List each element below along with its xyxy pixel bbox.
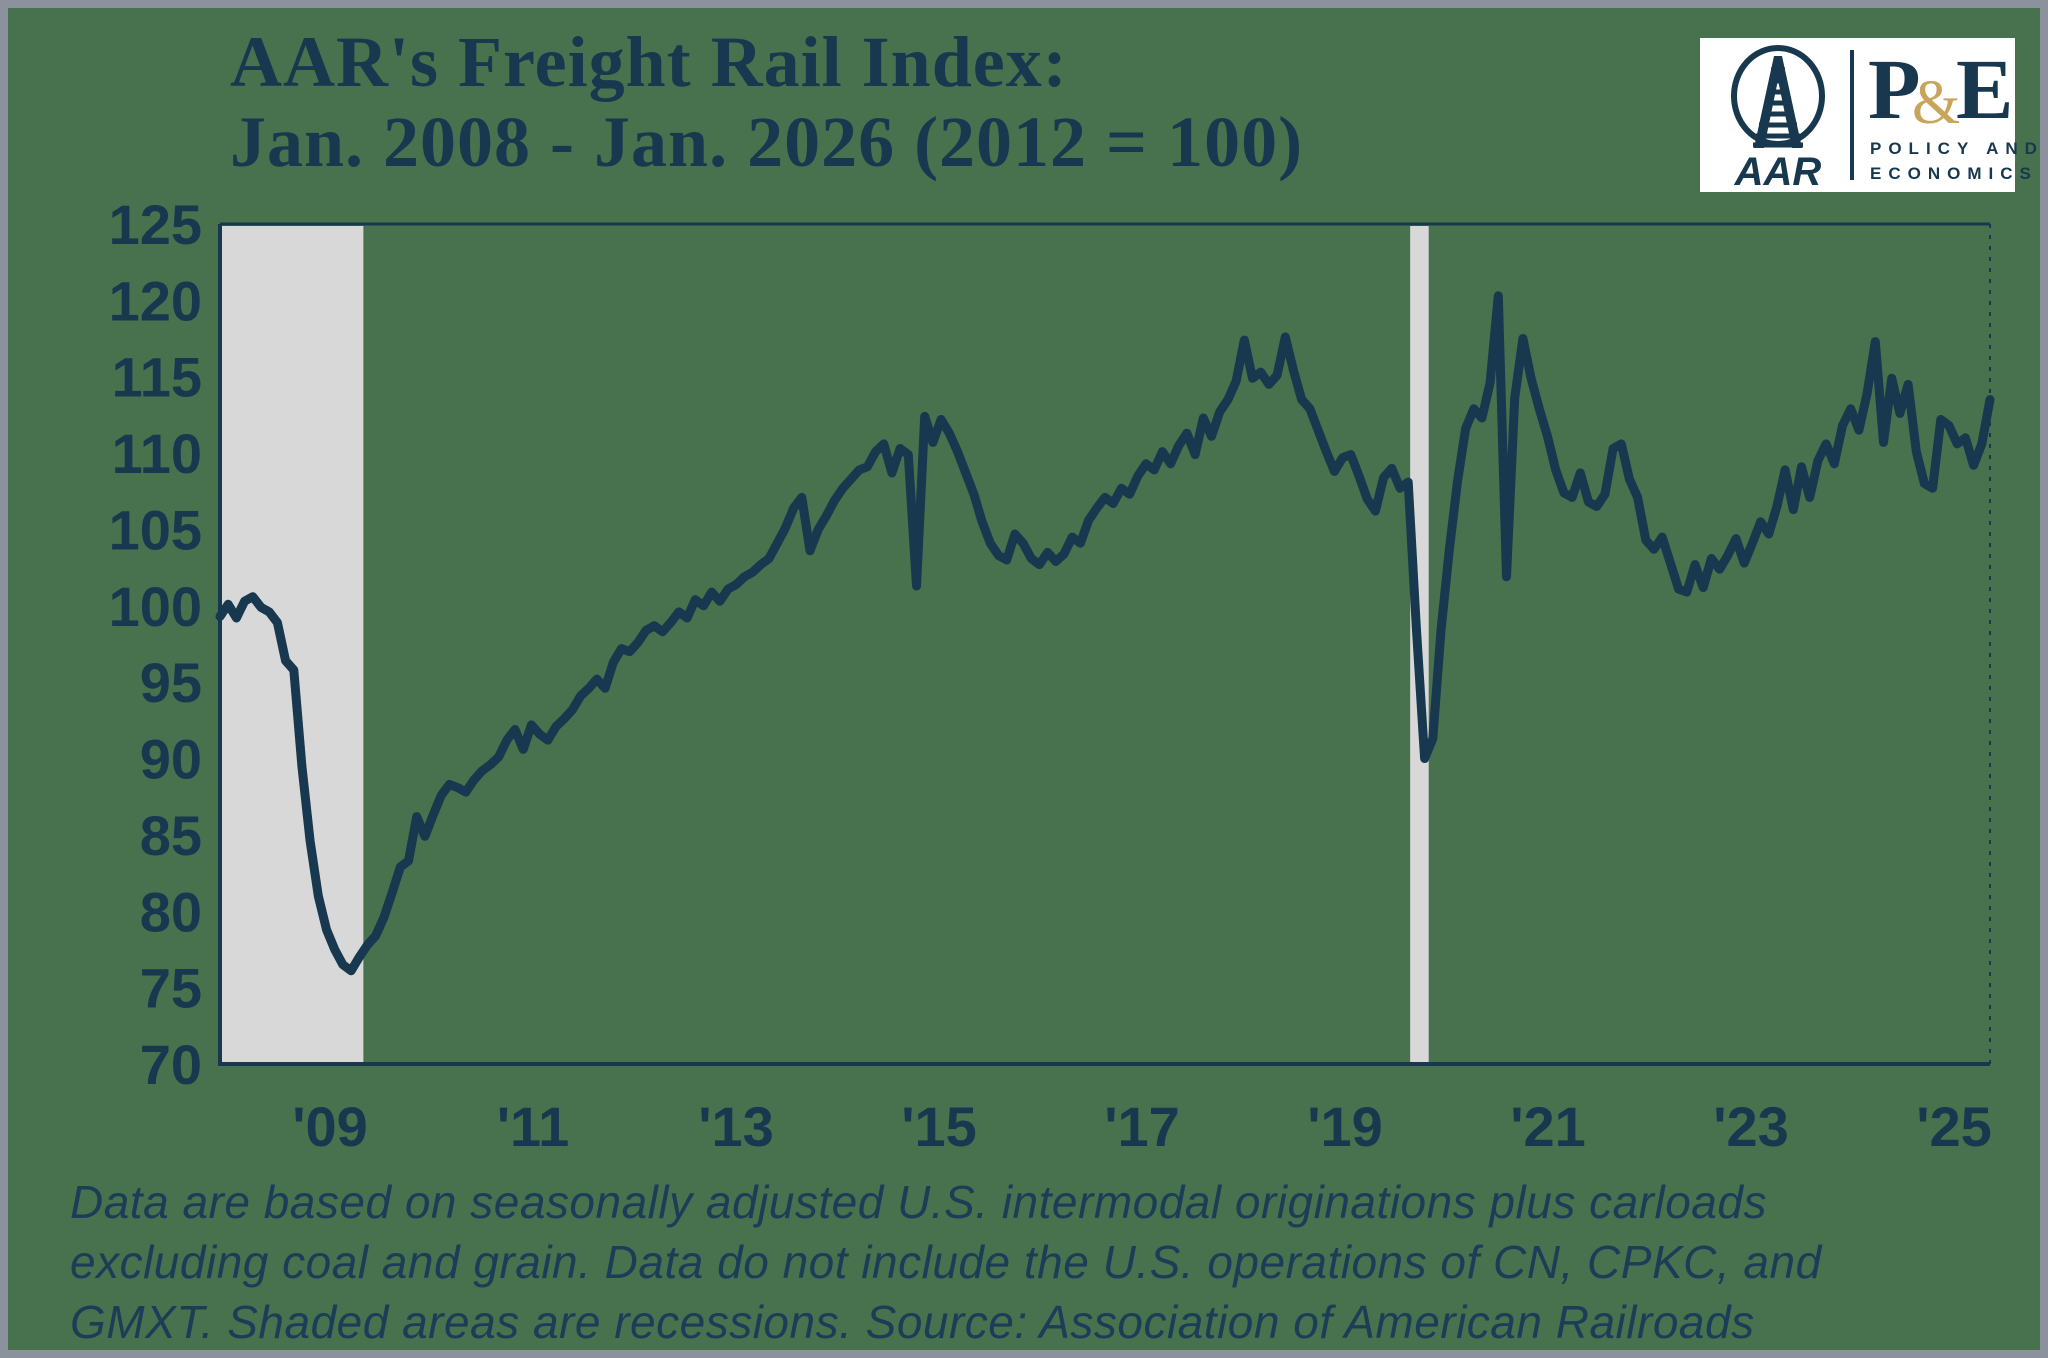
y-axis-tick-label: 100	[109, 575, 202, 638]
y-axis-tick-label: 80	[140, 880, 202, 943]
y-axis-tick-label: 90	[140, 728, 202, 791]
x-axis-tick-label: '25	[1916, 1095, 1992, 1158]
y-axis-tick-label: 95	[140, 651, 202, 714]
pe-monogram-ampersand: &	[1912, 69, 1961, 137]
freight-rail-index-series-line	[215, 291, 1995, 976]
x-axis-tick-label: '09	[292, 1095, 368, 1158]
footnote: Data are based on seasonally adjusted U.…	[70, 1172, 1990, 1352]
x-axis-tick-label: '15	[901, 1095, 977, 1158]
chart-title: AAR's Freight Rail Index: Jan. 2008 - Ja…	[230, 22, 1303, 182]
y-axis-tick-label: 85	[140, 804, 202, 867]
x-axis-tick-label: '11	[497, 1095, 570, 1158]
aar-wordmark: AAR	[1734, 150, 1822, 194]
recession-band	[222, 226, 364, 1062]
logo-divider	[1850, 50, 1854, 180]
chart-title-line2: Jan. 2008 - Jan. 2026 (2012 = 100)	[230, 102, 1304, 182]
x-axis-tick-label: '21	[1510, 1095, 1586, 1158]
pe-monogram-e: E	[1956, 41, 2014, 137]
aar-policy-economics-logo: AAR P & E POLICY AND ECONOMICS	[1700, 38, 2037, 194]
x-axis-tick-label: '19	[1307, 1095, 1383, 1158]
x-axis-tick-label: '13	[698, 1095, 774, 1158]
footnote-line3: GMXT. Shaded areas are recessions. Sourc…	[70, 1296, 1755, 1348]
pe-monogram: P & E	[1868, 41, 2014, 137]
x-axis-tick-label: '17	[1104, 1095, 1180, 1158]
y-axis-tick-label: 70	[140, 1033, 202, 1096]
chart-title-line1: AAR's Freight Rail Index:	[230, 22, 1068, 102]
footnote-line2: excluding coal and grain. Data do not in…	[70, 1236, 1822, 1288]
y-axis-tick-label: 120	[109, 269, 202, 332]
economics-label: ECONOMICS	[1870, 164, 2038, 183]
y-axis-tick-label: 115	[112, 346, 202, 409]
pe-monogram-p: P	[1868, 41, 1921, 137]
y-axis-tick-label: 125	[109, 193, 202, 256]
y-axis-tick-label: 110	[112, 422, 202, 485]
y-axis-tick-label: 75	[140, 957, 202, 1020]
x-axis-tick-label: '23	[1713, 1095, 1789, 1158]
policy-and-label: POLICY AND	[1870, 139, 2044, 158]
y-axis-tick-label: 105	[109, 498, 202, 561]
railroad-track-icon	[1731, 45, 1825, 148]
footnote-line1: Data are based on seasonally adjusted U.…	[70, 1176, 1767, 1228]
